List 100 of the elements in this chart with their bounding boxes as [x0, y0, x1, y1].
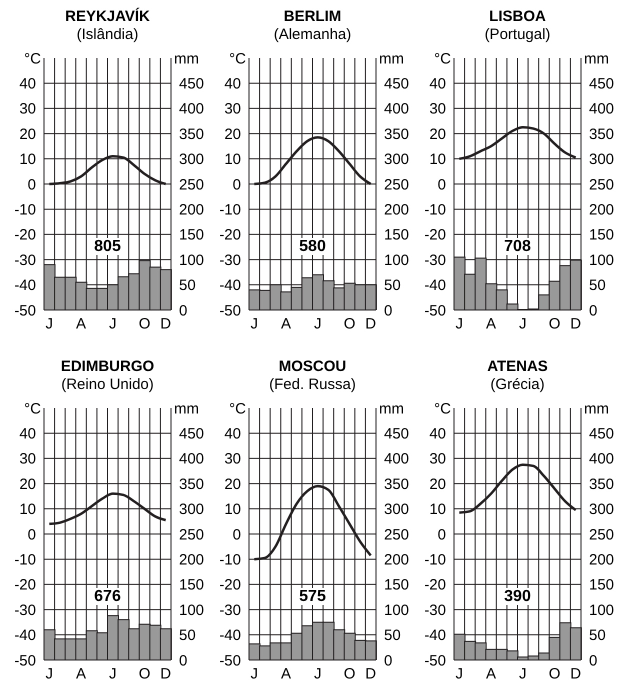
x-tick-label: J: [109, 666, 117, 683]
y2-tick-label: 150: [384, 576, 410, 594]
y2-tick-label: 350: [179, 476, 204, 493]
y2-tick-label: 450: [384, 76, 410, 93]
chart-title: REYKJAVÍK: [64, 8, 151, 26]
annotation: 390: [501, 588, 534, 605]
y2-tick-label: 250: [589, 176, 614, 194]
y2-tick-label: 250: [179, 176, 204, 194]
y-tick-label: 20: [19, 476, 36, 493]
y-tick-label: -30: [424, 252, 446, 269]
chart-title: EDIMBURGO: [60, 358, 156, 376]
x-tick-label: J: [250, 666, 258, 683]
annotation: 575: [296, 588, 329, 605]
chart-subtitle: (Grécia): [489, 376, 546, 394]
x-tick-label: J: [456, 316, 464, 333]
x-tick-label: O: [138, 666, 150, 683]
y-tick-label: 10: [224, 501, 241, 518]
chart-subtitle: (Reino Unido): [60, 376, 155, 394]
y2-axis-title: mm: [174, 400, 199, 418]
y2-axis-title: mm: [379, 400, 404, 418]
y2-tick-label: 200: [384, 202, 410, 219]
y2-tick-label: 200: [384, 552, 410, 569]
y2-tick-label: 350: [384, 126, 410, 143]
y-tick-label: 40: [429, 76, 446, 93]
y2-tick-label: 450: [589, 76, 614, 93]
y2-tick-label: 100: [179, 252, 204, 269]
chart-subtitle: (Islândia): [76, 26, 140, 44]
y2-tick-label: 350: [589, 476, 614, 493]
annotation: 805: [91, 238, 124, 255]
y2-tick-label: 200: [179, 552, 204, 569]
x-tick-label: D: [570, 666, 582, 683]
y2-tick-label: 400: [384, 450, 410, 468]
x-tick-label: A: [281, 316, 292, 333]
y2-tick-label: 150: [179, 226, 204, 244]
y-axis-title: °C: [434, 50, 452, 68]
x-tick-label: J: [46, 666, 54, 683]
y2-tick-label: 200: [179, 202, 204, 219]
y2-tick-label: 400: [589, 450, 614, 468]
x-tick-label: J: [250, 316, 258, 333]
y-tick-label: -50: [219, 302, 241, 320]
y2-tick-label: 50: [384, 627, 401, 644]
y2-tick-label: 450: [179, 426, 204, 443]
y2-tick-label: 250: [179, 526, 204, 544]
y2-axis-title: mm: [584, 400, 609, 418]
y2-tick-label: 150: [384, 226, 410, 244]
y2-tick-label: 250: [384, 176, 410, 194]
y-tick-label: -30: [219, 252, 241, 269]
y-tick-label: 30: [224, 450, 241, 468]
y-tick-label: -40: [219, 277, 241, 294]
x-tick-label: A: [76, 666, 86, 683]
y2-tick-label: 50: [589, 627, 606, 644]
y2-tick-label: 250: [384, 526, 410, 544]
y2-tick-label: 450: [384, 426, 410, 443]
y-tick-label: -40: [424, 277, 446, 294]
y2-tick-label: 200: [589, 202, 614, 219]
y-axis-title: °C: [24, 400, 42, 418]
y-tick-label: 30: [19, 100, 36, 118]
y-tick-label: -40: [219, 627, 241, 644]
x-tick-label: D: [365, 666, 376, 683]
x-tick-label: J: [46, 316, 54, 333]
y2-tick-label: 0: [589, 652, 598, 670]
y2-tick-label: 450: [179, 76, 204, 93]
y-tick-label: -20: [14, 226, 36, 244]
x-tick-label: O: [344, 666, 356, 683]
y-tick-label: 0: [232, 526, 241, 544]
y2-axis-title: mm: [174, 50, 199, 68]
x-tick-label: D: [365, 316, 376, 333]
y-tick-label: -10: [219, 552, 241, 569]
y2-tick-label: 0: [589, 302, 598, 320]
y2-tick-label: 0: [179, 302, 188, 320]
y-tick-label: 30: [429, 450, 446, 468]
chart-title: MOSCOU: [278, 358, 348, 376]
y-tick-label: 0: [28, 526, 36, 544]
y-axis-title: °C: [229, 400, 246, 418]
y2-tick-label: 50: [179, 627, 196, 644]
y2-axis-title: mm: [379, 50, 404, 68]
y-tick-label: -30: [14, 602, 36, 619]
y2-tick-label: 300: [179, 151, 204, 168]
y2-tick-label: 100: [589, 252, 614, 269]
y2-tick-label: 50: [589, 277, 606, 294]
x-tick-label: J: [456, 666, 464, 683]
y2-tick-label: 200: [589, 552, 614, 569]
y-tick-label: 0: [28, 176, 36, 194]
y-tick-label: -20: [424, 576, 446, 594]
y2-tick-label: 350: [384, 476, 410, 493]
y-tick-label: 20: [224, 476, 241, 493]
annotation: 676: [91, 588, 124, 605]
y2-tick-label: 0: [384, 652, 392, 670]
y-tick-label: 20: [19, 126, 36, 143]
y-tick-label: -10: [14, 202, 36, 219]
y2-tick-label: 150: [589, 576, 614, 594]
y-tick-label: -20: [219, 226, 241, 244]
y2-tick-label: 350: [179, 126, 204, 143]
y2-tick-label: 250: [589, 526, 614, 544]
y2-tick-label: 100: [589, 602, 614, 619]
x-tick-label: A: [486, 316, 496, 333]
y-tick-label: 40: [19, 426, 36, 443]
chart-title: LISBOA: [488, 8, 547, 26]
y-axis-title: °C: [434, 400, 452, 418]
x-tick-label: A: [281, 666, 292, 683]
